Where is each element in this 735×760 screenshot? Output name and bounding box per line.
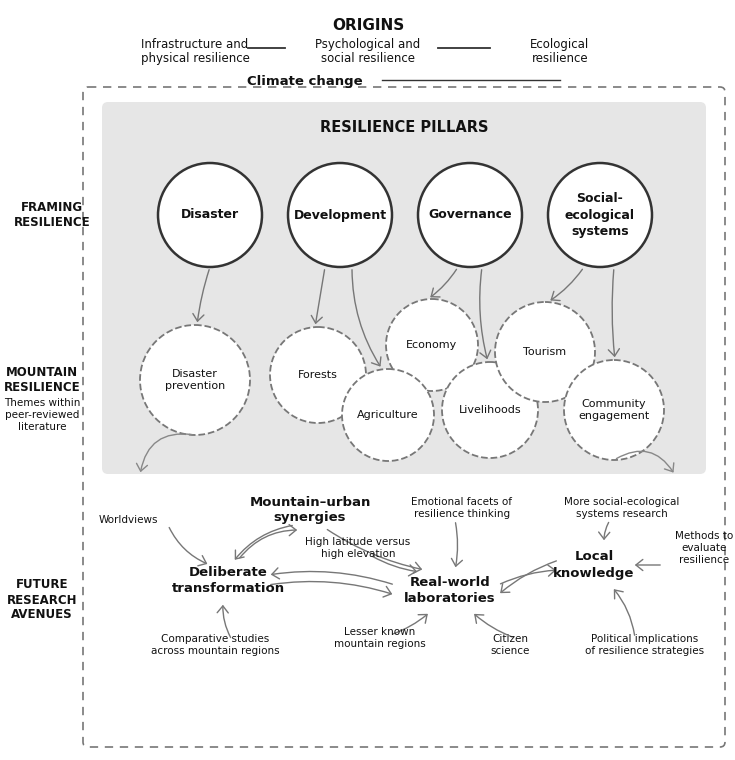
Circle shape	[442, 362, 538, 458]
Text: FRAMING
RESILIENCE: FRAMING RESILIENCE	[14, 201, 90, 229]
Text: Ecological: Ecological	[531, 38, 589, 51]
Text: Development: Development	[293, 208, 387, 221]
Text: Disaster
prevention: Disaster prevention	[165, 369, 225, 391]
Text: FUTURE
RESEARCH
AVENUES: FUTURE RESEARCH AVENUES	[7, 578, 77, 622]
Text: Infrastructure and: Infrastructure and	[141, 38, 248, 51]
Circle shape	[418, 163, 522, 267]
Circle shape	[564, 360, 664, 460]
Text: High latitude versus
high elevation: High latitude versus high elevation	[305, 537, 411, 559]
Text: Social-
ecological
systems: Social- ecological systems	[565, 192, 635, 237]
Text: Economy: Economy	[406, 340, 458, 350]
Circle shape	[288, 163, 392, 267]
Text: More social-ecological
systems research: More social-ecological systems research	[564, 497, 680, 519]
Text: social resilience: social resilience	[321, 52, 415, 65]
FancyBboxPatch shape	[102, 102, 706, 474]
Text: Disaster: Disaster	[181, 208, 239, 221]
Text: Comparative studies
across mountain regions: Comparative studies across mountain regi…	[151, 634, 279, 656]
Text: Governance: Governance	[429, 208, 512, 221]
Text: Themes within
peer-reviewed
literature: Themes within peer-reviewed literature	[4, 398, 80, 432]
Text: Tourism: Tourism	[523, 347, 567, 357]
Text: Methods to
evaluate
resilience: Methods to evaluate resilience	[675, 531, 734, 565]
Text: Real-world
laboratories: Real-world laboratories	[404, 575, 496, 604]
Text: RESILIENCE PILLARS: RESILIENCE PILLARS	[320, 120, 488, 135]
Circle shape	[495, 302, 595, 402]
Circle shape	[342, 369, 434, 461]
Text: physical resilience: physical resilience	[140, 52, 249, 65]
Text: Agriculture: Agriculture	[357, 410, 419, 420]
Text: Community
engagement: Community engagement	[578, 399, 650, 421]
Text: MOUNTAIN
RESILIENCE: MOUNTAIN RESILIENCE	[4, 366, 80, 394]
Circle shape	[158, 163, 262, 267]
Circle shape	[140, 325, 250, 435]
Text: Political implications
of resilience strategies: Political implications of resilience str…	[586, 634, 705, 656]
Text: Emotional facets of
resilience thinking: Emotional facets of resilience thinking	[412, 497, 512, 519]
Text: resilience: resilience	[531, 52, 588, 65]
Text: Citizen
science: Citizen science	[490, 634, 530, 656]
Text: Forests: Forests	[298, 370, 338, 380]
Text: Local
knowledge: Local knowledge	[553, 550, 635, 579]
Text: Deliberate
transformation: Deliberate transformation	[171, 565, 284, 594]
Text: Mountain–urban
synergies: Mountain–urban synergies	[249, 496, 370, 524]
Text: Climate change: Climate change	[247, 75, 363, 88]
Circle shape	[386, 299, 478, 391]
Text: ORIGINS: ORIGINS	[332, 18, 404, 33]
Text: Psychological and: Psychological and	[315, 38, 420, 51]
Circle shape	[548, 163, 652, 267]
Text: Lesser known
mountain regions: Lesser known mountain regions	[334, 627, 426, 649]
Circle shape	[270, 327, 366, 423]
Text: Worldviews: Worldviews	[98, 515, 158, 525]
Text: Livelihoods: Livelihoods	[459, 405, 521, 415]
